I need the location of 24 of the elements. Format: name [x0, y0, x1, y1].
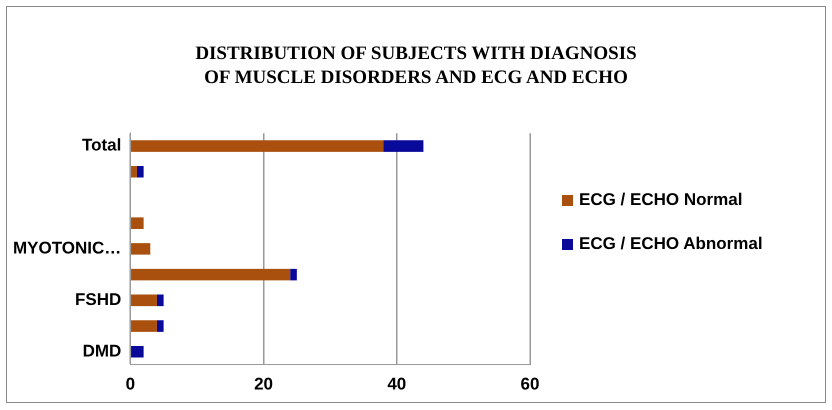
x-tick-label: 0 — [126, 374, 136, 394]
bar — [156, 294, 164, 306]
y-tick-label: FSHD — [75, 290, 122, 310]
y-tick-label: DMD — [82, 341, 122, 360]
bar — [156, 320, 164, 332]
bar — [131, 243, 150, 255]
chart-title: DISTRIBUTION OF SUBJECTS WITH DIAGNOSIS OF MUSCLE DISORDERS AND ECG AND ECHO — [194, 42, 638, 90]
x-tick-label: 40 — [387, 374, 406, 394]
bar — [131, 320, 157, 332]
legend-label: ECG / ECHO Abnormal — [579, 234, 763, 254]
bar — [131, 140, 384, 152]
bar — [131, 294, 157, 306]
bar — [136, 166, 144, 178]
bar — [131, 268, 290, 280]
x-tick-label: 20 — [254, 374, 273, 394]
legend-label: ECG / ECHO Normal — [579, 190, 742, 210]
y-tick-label: MYOTONIC… — [12, 238, 122, 258]
bar — [383, 140, 424, 152]
bar — [131, 217, 144, 229]
bar — [290, 268, 297, 280]
y-tick-label: Total — [82, 136, 122, 155]
x-tick-label: 60 — [520, 374, 540, 394]
bar — [131, 166, 137, 178]
bar — [131, 346, 144, 358]
